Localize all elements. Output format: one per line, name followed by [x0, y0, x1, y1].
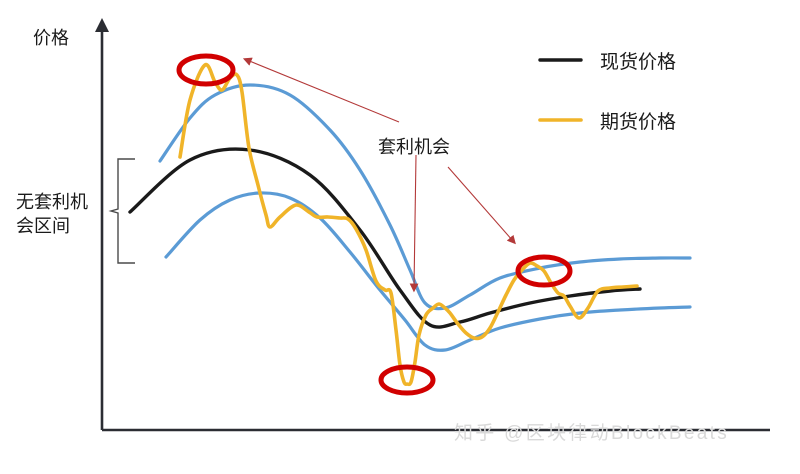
svg-text:价格: 价格 — [33, 28, 69, 48]
svg-text:现货价格: 现货价格 — [600, 51, 676, 73]
svg-text:知乎 @区块律动BlockBeats: 知乎 @区块律动BlockBeats — [454, 422, 729, 444]
svg-text:会区间: 会区间 — [16, 216, 70, 236]
svg-text:无套利机: 无套利机 — [16, 192, 88, 212]
svg-text:期货价格: 期货价格 — [600, 111, 676, 133]
svg-text:套利机会: 套利机会 — [378, 137, 450, 157]
